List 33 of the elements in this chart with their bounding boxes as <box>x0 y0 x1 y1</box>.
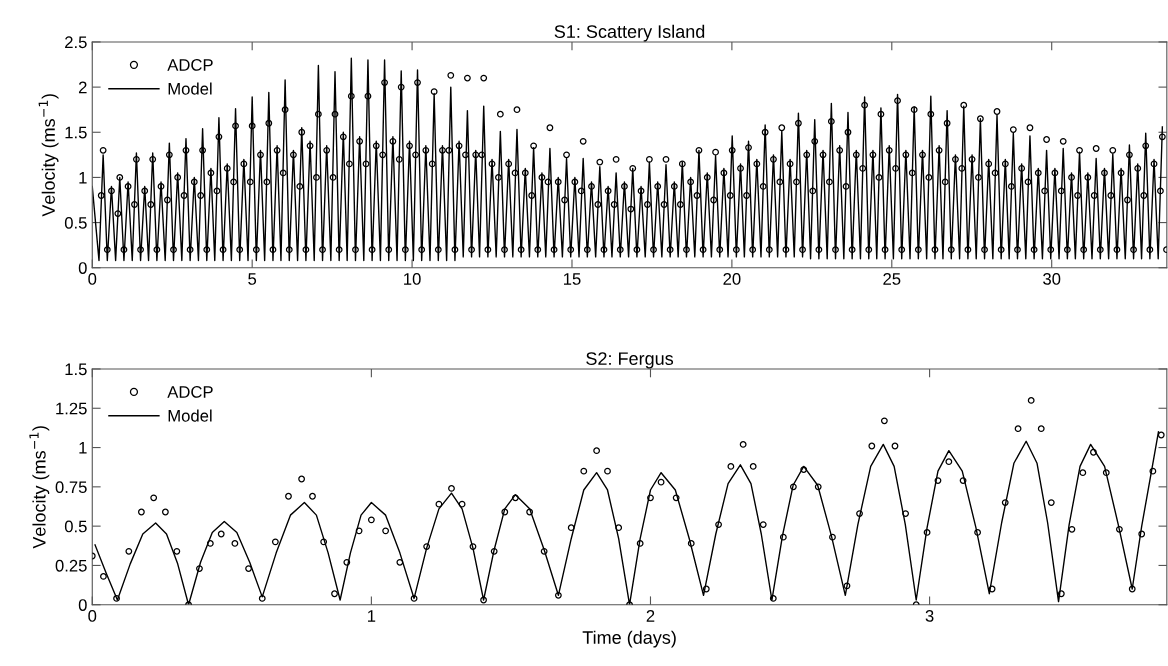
y-tick-label: 0.75 <box>55 481 87 494</box>
x-tick-label: 10 <box>404 273 421 285</box>
y-axis-title: Velocity (ms$^{−1}$) <box>38 94 59 217</box>
legend-label: Model <box>168 409 212 422</box>
y-tick-label: 2.5 <box>65 36 87 49</box>
y-tick-label: 0.25 <box>55 559 87 572</box>
x-tick-label: 20 <box>723 273 741 285</box>
y-tick-label: 0.5 <box>64 520 87 533</box>
legend-label: ADCP <box>167 386 213 398</box>
y-tick-label: 0 <box>78 262 87 274</box>
x-tick-label: 25 <box>883 273 901 285</box>
x-tick-label: 5 <box>248 273 257 285</box>
chart-title: S1: Scattery Island <box>554 24 705 42</box>
legend-label: Model <box>168 82 212 95</box>
x-tick-label: 30 <box>1043 273 1061 285</box>
legend-label: ADCP <box>167 59 213 71</box>
y-tick-label: 1.5 <box>65 363 87 376</box>
y-tick-label: 2 <box>78 81 87 94</box>
y-tick-label: 1 <box>79 172 87 184</box>
chart-title: S2: Fergus <box>586 352 674 369</box>
x-tick-label: 15 <box>563 273 581 285</box>
x-axis-title: Time (days) <box>582 630 676 648</box>
y-tick-label: 0 <box>78 599 87 611</box>
y-tick-label: 1.5 <box>65 126 87 139</box>
x-tick-label: 2 <box>646 610 655 622</box>
y-tick-label: 1 <box>79 442 87 454</box>
y-axis-title: Velocity (ms$^{−1}$) <box>29 426 50 549</box>
x-tick-label: 0 <box>88 273 97 285</box>
y-tick-label: 0.5 <box>64 216 87 229</box>
y-tick-label: 1.25 <box>56 402 87 415</box>
x-tick-label: 1 <box>368 610 376 622</box>
x-tick-label: 3 <box>925 610 934 622</box>
x-tick-label: 0 <box>88 610 97 622</box>
